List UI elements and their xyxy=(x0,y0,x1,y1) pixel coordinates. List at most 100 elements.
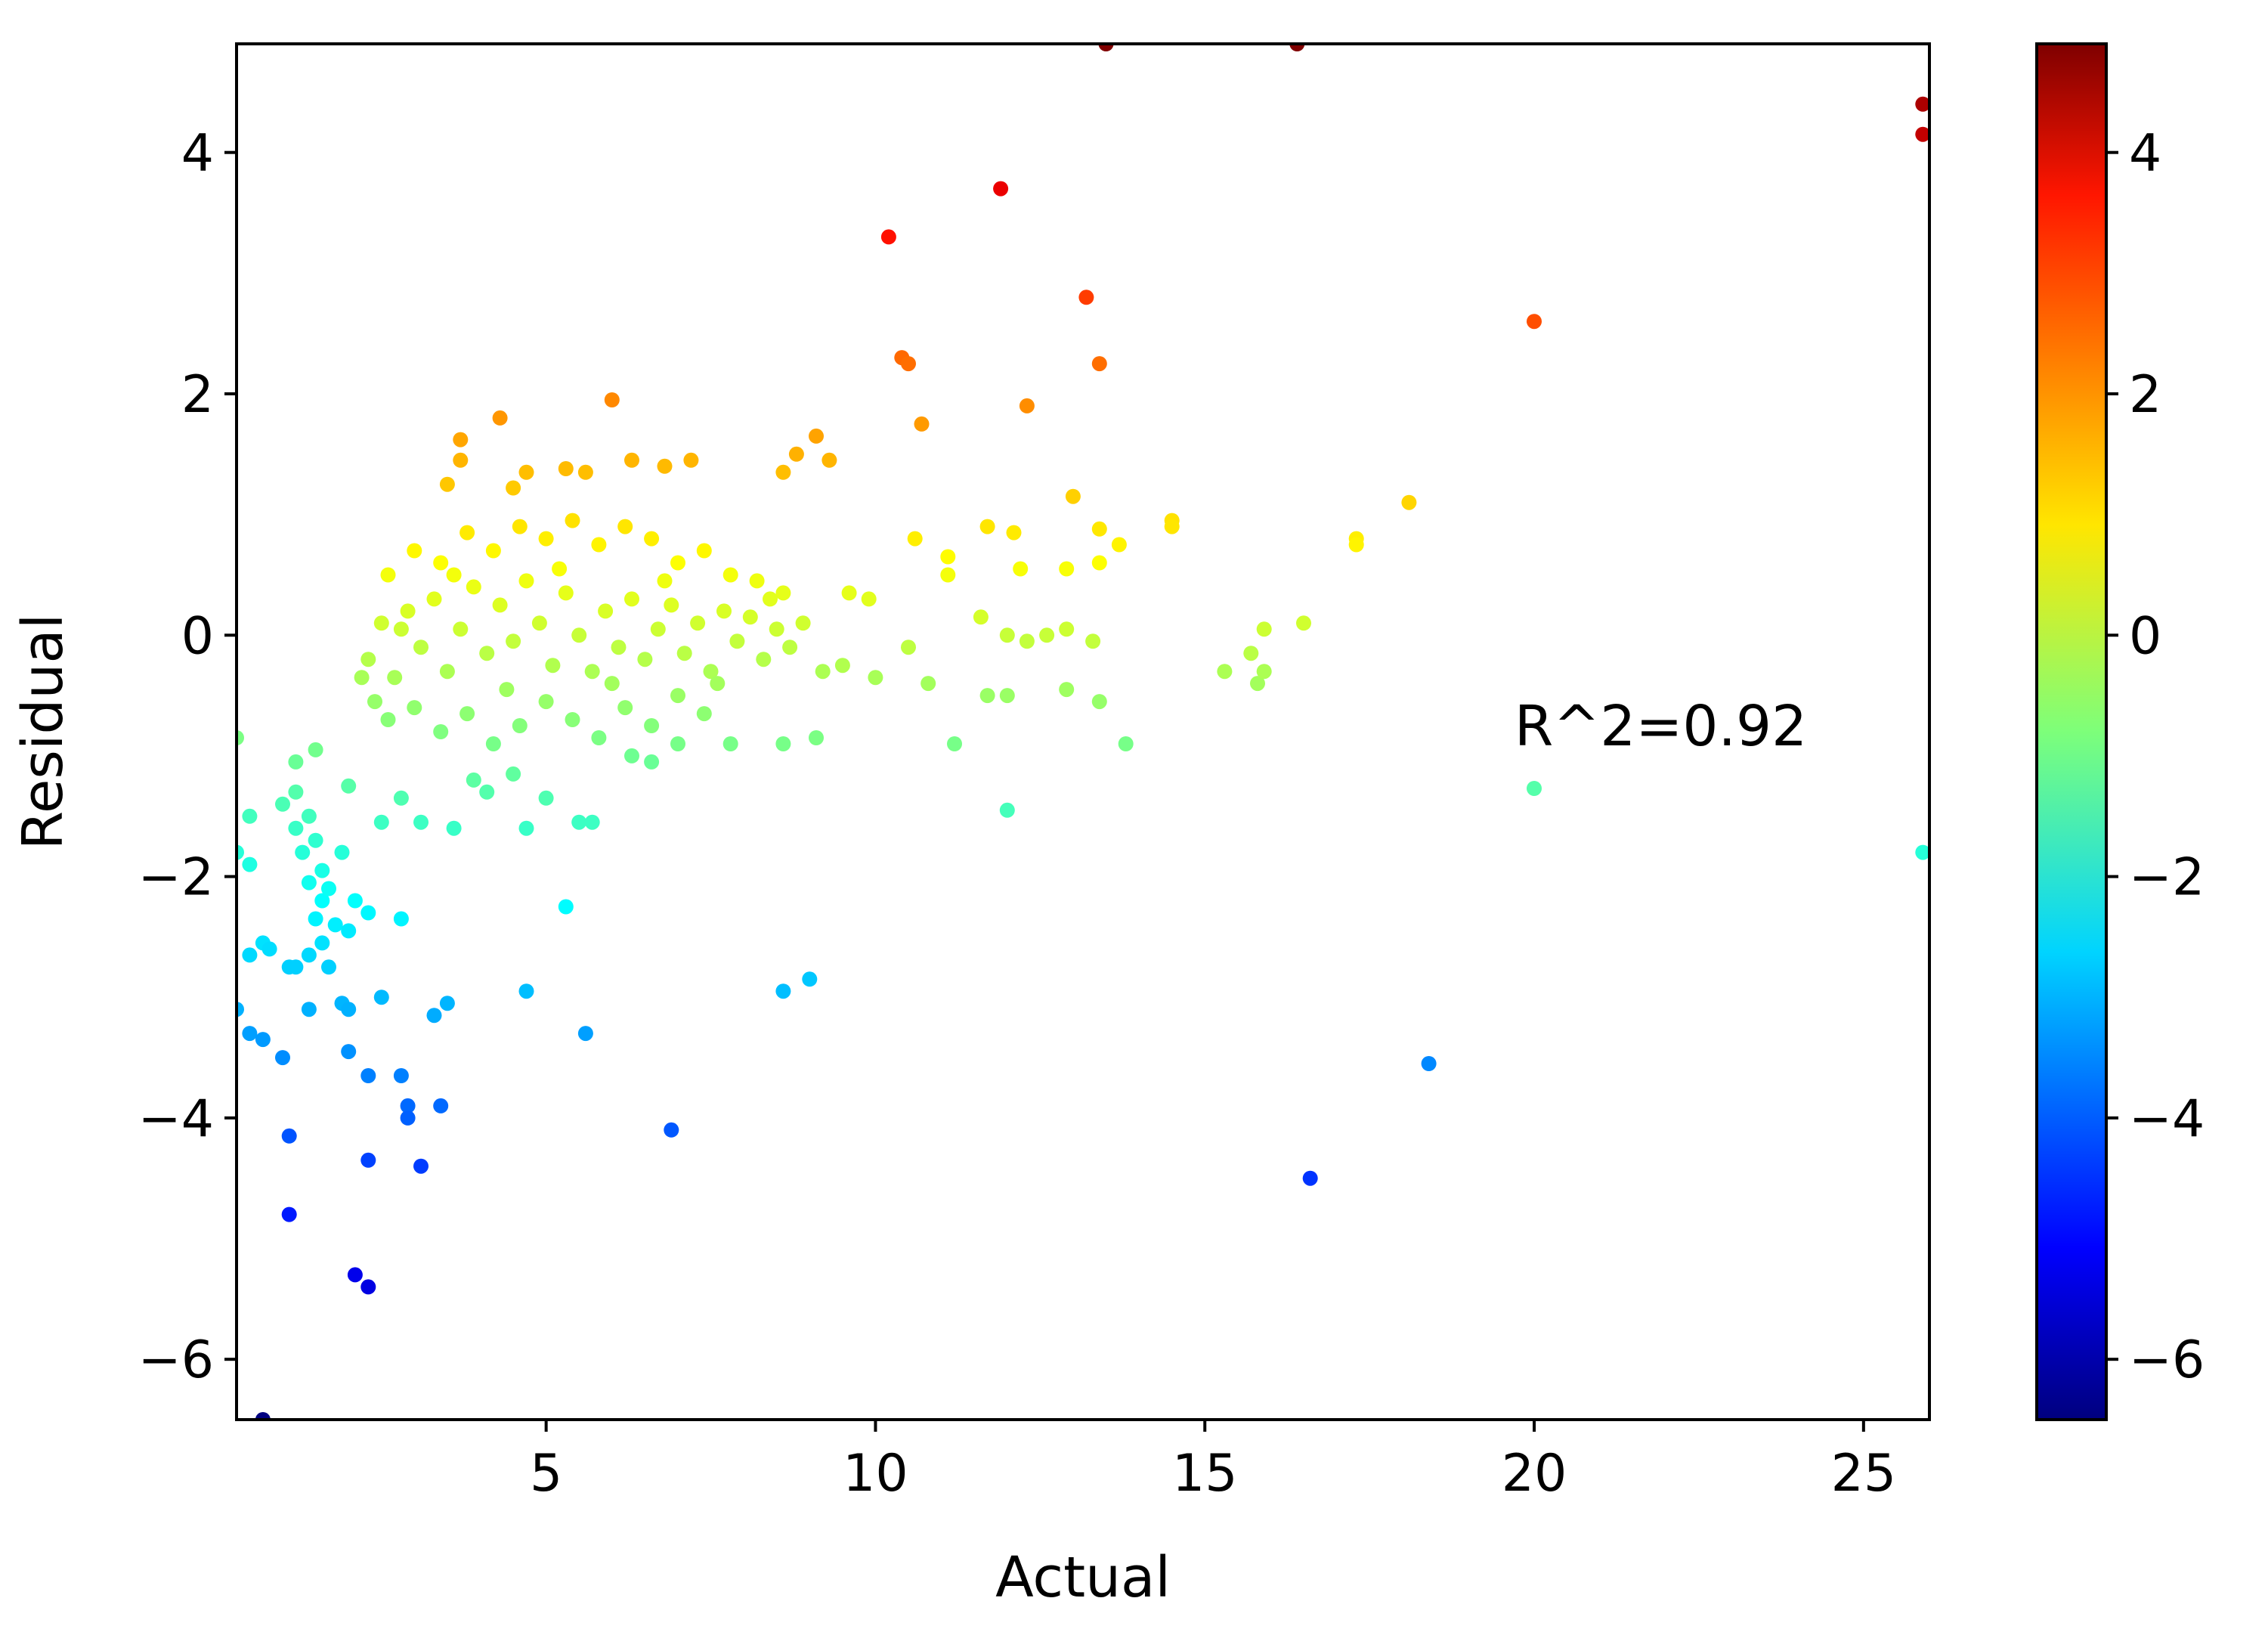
r-squared-annotation: R^2=0.92 xyxy=(1515,694,1807,759)
scatter-point xyxy=(308,832,323,848)
scatter-point xyxy=(426,1008,442,1024)
scatter-point xyxy=(644,754,660,770)
scatter-point xyxy=(1059,561,1075,577)
scatter-point xyxy=(577,1026,593,1042)
scatter-point xyxy=(453,452,469,468)
colorbar-tick-label: −4 xyxy=(2129,1089,2205,1149)
y-axis: −6 −4 −2 0 2 4 xyxy=(138,124,237,1390)
scatter-point xyxy=(703,664,719,680)
scatter-point xyxy=(295,844,311,860)
scatter-point xyxy=(479,646,495,661)
scatter-point xyxy=(979,519,995,534)
scatter-point xyxy=(242,808,258,824)
scatter-point xyxy=(347,893,363,909)
scatter-point xyxy=(308,911,323,927)
scatter-point xyxy=(763,591,778,607)
scatter-point xyxy=(947,736,962,751)
scatter-point xyxy=(696,543,712,559)
colorbar-gradient xyxy=(2037,44,2106,1420)
scatter-point xyxy=(492,597,508,613)
scatter-point xyxy=(393,911,409,927)
scatter-point xyxy=(301,808,317,824)
scatter-point xyxy=(1065,488,1081,504)
scatter-point xyxy=(433,555,449,571)
scatter-point xyxy=(255,1032,271,1048)
scatter-point xyxy=(1348,537,1364,553)
scatter-point xyxy=(841,585,857,601)
scatter-point xyxy=(407,700,422,716)
scatter-point xyxy=(716,603,732,619)
scatter-point xyxy=(1078,290,1094,305)
scatter-point xyxy=(512,718,528,733)
scatter-point xyxy=(360,652,376,667)
scatter-point xyxy=(387,670,403,686)
scatter-point xyxy=(769,621,784,637)
scatter-point xyxy=(637,652,653,667)
x-tick-label: 5 xyxy=(530,1444,562,1504)
x-axis-label: Actual xyxy=(995,1545,1171,1610)
scatter-point xyxy=(775,464,791,480)
scatter-point xyxy=(999,802,1015,818)
scatter-point xyxy=(288,784,304,800)
scatter-point xyxy=(255,1412,271,1420)
scatter-point xyxy=(1915,96,1929,112)
scatter-point xyxy=(1098,44,1114,51)
scatter-point xyxy=(439,664,455,680)
scatter-point xyxy=(341,778,357,794)
scatter-point xyxy=(657,458,673,474)
scatter-point xyxy=(439,996,455,1011)
scatter-point xyxy=(237,844,244,860)
scatter-point xyxy=(1019,633,1035,649)
scatter-point xyxy=(242,1026,258,1042)
x-axis: 5 10 15 20 25 xyxy=(530,1420,1896,1504)
scatter-point xyxy=(1013,561,1029,577)
colorbar-tick-label: 2 xyxy=(2129,365,2161,425)
scatter-point xyxy=(453,432,469,448)
scatter-point xyxy=(400,1110,416,1126)
scatter-point xyxy=(1118,736,1134,751)
scatter-point xyxy=(664,597,679,613)
scatter-point xyxy=(815,664,831,680)
scatter-point xyxy=(506,480,521,496)
scatter-point xyxy=(360,1152,376,1168)
scatter-point xyxy=(973,609,989,625)
scatter-point xyxy=(321,959,336,975)
scatter-point xyxy=(834,658,850,674)
y-tick-label: −2 xyxy=(138,848,214,908)
scatter-point xyxy=(1164,519,1180,534)
scatter-point xyxy=(1527,314,1542,330)
scatter-point xyxy=(301,947,317,963)
scatter-point xyxy=(538,694,554,710)
scatter-point xyxy=(756,652,772,667)
scatter-point xyxy=(624,748,639,763)
scatter-point xyxy=(485,543,501,559)
scatter-point xyxy=(485,736,501,751)
scatter-point xyxy=(237,1002,244,1017)
scatter-point xyxy=(413,1158,429,1174)
scatter-point xyxy=(506,633,521,649)
scatter-point xyxy=(604,392,620,407)
scatter-point xyxy=(518,820,534,836)
scatter-point xyxy=(670,688,685,704)
scatter-point xyxy=(275,1050,290,1066)
scatter-point xyxy=(861,591,877,607)
scatter-point xyxy=(670,736,685,751)
scatter-point xyxy=(446,567,462,583)
scatter-point xyxy=(558,585,574,601)
scatter-point xyxy=(367,694,382,710)
scatter-point xyxy=(901,640,916,655)
scatter-point xyxy=(1302,1170,1318,1186)
scatter-point xyxy=(676,646,692,661)
scatter-point xyxy=(598,603,614,619)
scatter-point xyxy=(999,627,1015,643)
scatter-point xyxy=(775,736,791,751)
scatter-point xyxy=(795,615,811,631)
scatter-point xyxy=(749,573,765,589)
x-tick-label: 15 xyxy=(1172,1444,1238,1504)
scatter-point xyxy=(373,814,389,830)
scatter-point xyxy=(617,519,633,534)
scatter-point xyxy=(1091,356,1107,372)
y-axis-label: Residual xyxy=(11,614,76,850)
scatter-point xyxy=(433,1098,449,1113)
scatter-point xyxy=(242,947,258,963)
